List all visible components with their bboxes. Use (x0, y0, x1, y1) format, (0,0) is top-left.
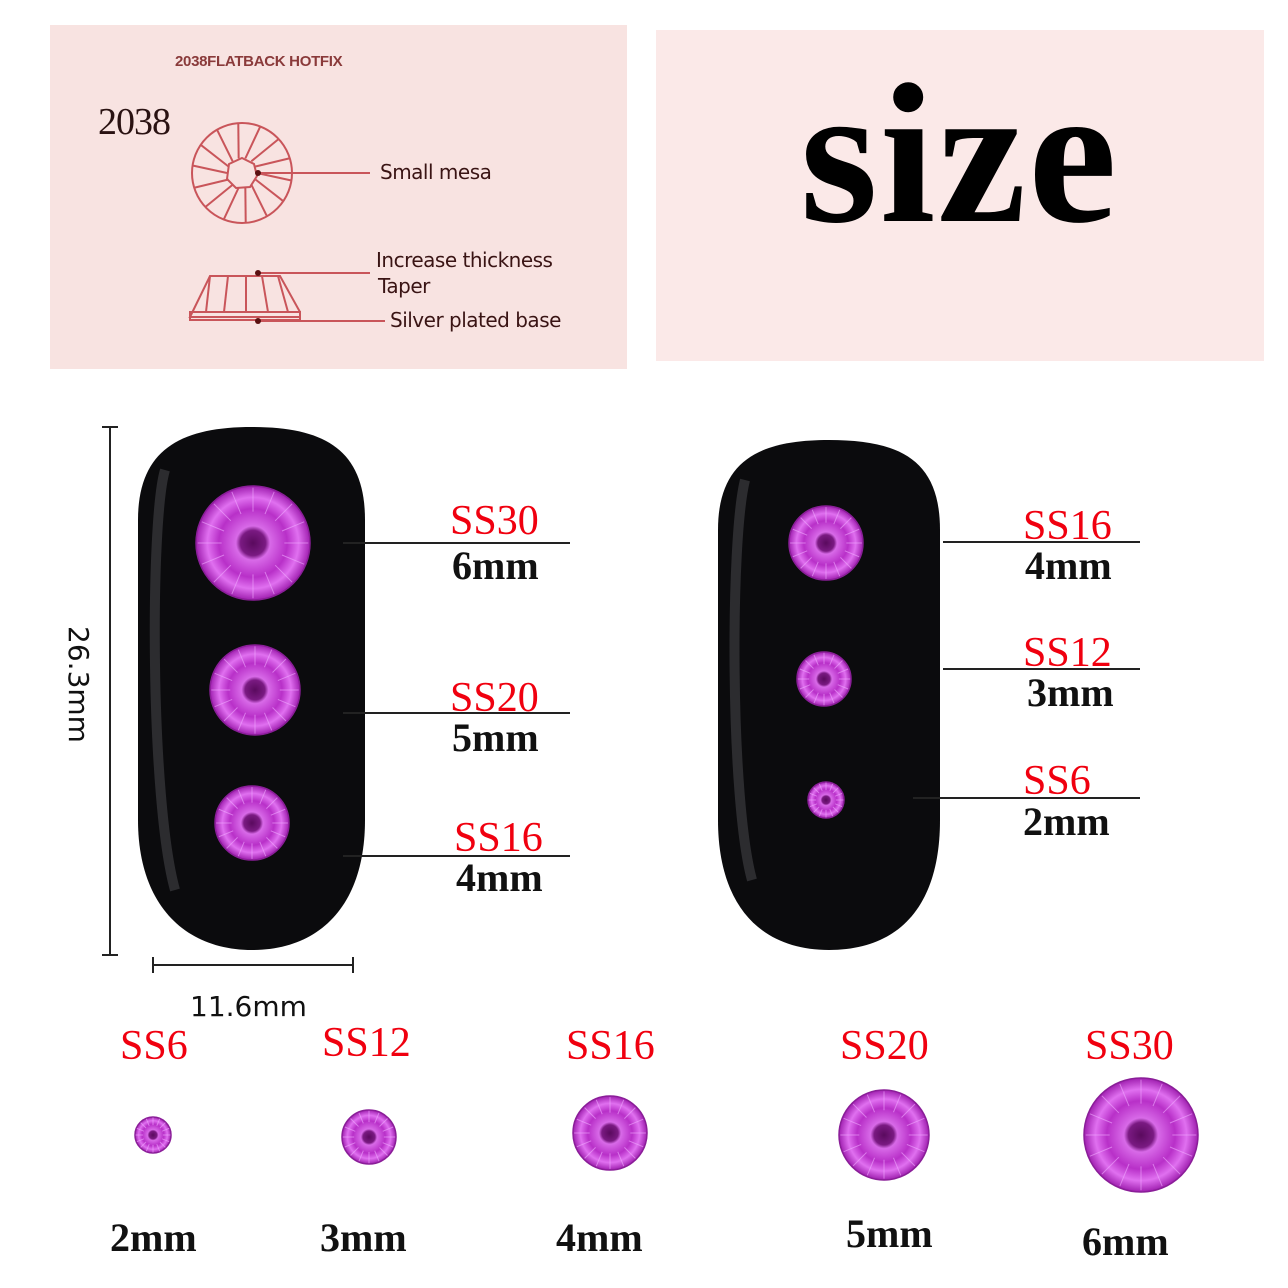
leader-line (943, 668, 1140, 670)
heading-panel (656, 30, 1264, 361)
label-small-mesa: Small mesa (380, 160, 492, 184)
rhinestone (134, 1116, 172, 1154)
right-size-3: 2mm (1023, 799, 1110, 844)
rhinestone-top-view-diagram (188, 122, 385, 324)
dimension-lines (102, 426, 354, 973)
bottom-size-1: 2mm (110, 1215, 197, 1260)
right-code-1: SS16 (1023, 503, 1112, 549)
height-dimension: 26.3mm (61, 626, 95, 743)
left-size-2: 5mm (452, 715, 539, 760)
leader-line (913, 797, 1140, 799)
rhinestone (195, 485, 311, 601)
left-code-2: SS20 (450, 675, 539, 721)
right-size-2: 3mm (1027, 670, 1114, 715)
leader-line (343, 712, 570, 714)
bottom-size-4: 5mm (846, 1211, 933, 1256)
left-code-1: SS30 (450, 498, 539, 544)
rhinestone (572, 1095, 648, 1171)
right-code-2: SS12 (1023, 630, 1112, 676)
leader-line (943, 541, 1140, 543)
right-size-1: 4mm (1025, 543, 1112, 588)
left-size-3: 4mm (456, 855, 543, 900)
model-number: 2038 (98, 101, 171, 143)
left-size-1: 6mm (452, 543, 539, 588)
size-heading: size (800, 44, 1119, 265)
bottom-code-1: SS6 (120, 1023, 188, 1069)
diagram-panel (50, 25, 627, 369)
rhinestone (807, 781, 845, 819)
bottom-size-2: 3mm (320, 1215, 407, 1260)
label-silver-base: Silver plated base (390, 308, 561, 332)
label-taper: Taper (378, 274, 430, 298)
right-code-3: SS6 (1023, 758, 1091, 804)
left-code-3: SS16 (454, 815, 543, 861)
bottom-size-3: 4mm (556, 1215, 643, 1260)
bottom-size-5: 6mm (1082, 1219, 1169, 1264)
leader-line (343, 855, 570, 857)
rhinestone (838, 1089, 930, 1181)
diagram-title: 2038FLATBACK HOTFIX (175, 53, 343, 70)
bottom-code-5: SS30 (1085, 1023, 1174, 1069)
rhinestone (214, 785, 290, 861)
rhinestone (341, 1109, 397, 1165)
rhinestone (788, 505, 864, 581)
width-dimension: 11.6mm (190, 990, 307, 1023)
leader-line (343, 542, 570, 544)
rhinestone (796, 651, 852, 707)
rhinestone (1083, 1077, 1199, 1193)
rhinestone (209, 644, 301, 736)
bottom-code-4: SS20 (840, 1023, 929, 1069)
bottom-code-3: SS16 (566, 1023, 655, 1069)
bottom-code-2: SS12 (322, 1020, 411, 1066)
label-increase-thickness: Increase thickness (376, 248, 553, 272)
rhinestones (134, 485, 1199, 1193)
